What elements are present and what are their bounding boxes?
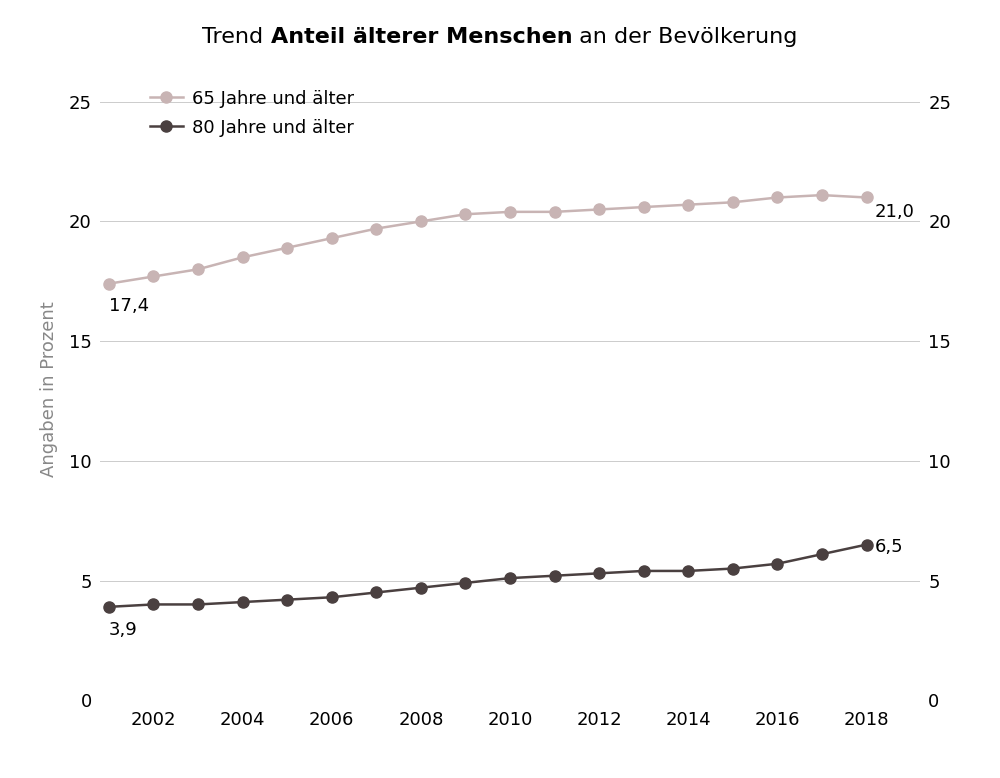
Text: Trend: Trend — [202, 27, 271, 47]
Text: an der Bevölkerung: an der Bevölkerung — [572, 27, 798, 47]
Text: 6,5: 6,5 — [875, 538, 903, 555]
Text: 21,0: 21,0 — [875, 203, 915, 221]
Text: 3,9: 3,9 — [109, 621, 138, 639]
Text: Anteil älterer Menschen: Anteil älterer Menschen — [271, 27, 572, 47]
Y-axis label: Angaben in Prozent: Angaben in Prozent — [40, 301, 58, 477]
Text: 17,4: 17,4 — [109, 297, 149, 315]
Legend: 65 Jahre und älter, 80 Jahre und älter: 65 Jahre und älter, 80 Jahre und älter — [150, 90, 354, 137]
